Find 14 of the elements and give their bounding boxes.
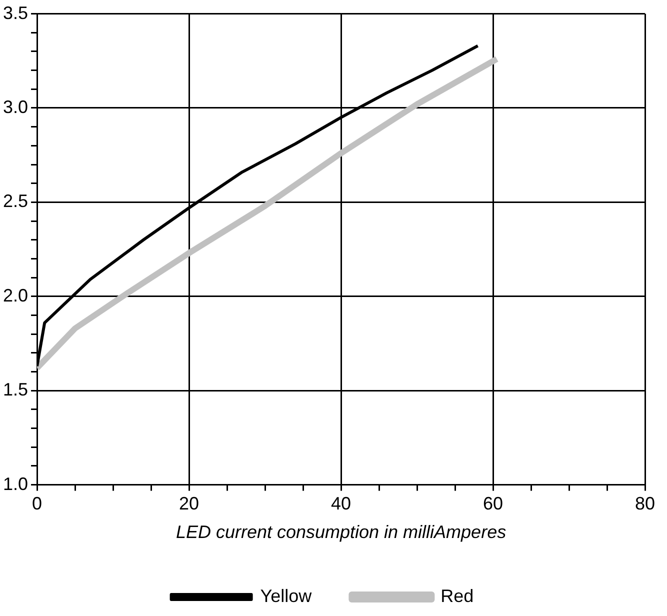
- y-tick-label: 1.5: [2, 380, 28, 400]
- x-tick-label: 20: [179, 494, 200, 514]
- x-tick-label: 60: [482, 494, 504, 514]
- y-tick-label: 1.0: [2, 474, 28, 494]
- legend-label: Yellow: [260, 586, 313, 606]
- y-tick-label: 2.5: [2, 191, 28, 212]
- x-tick-label: 40: [330, 494, 352, 514]
- y-tick-label: 2.0: [2, 285, 28, 306]
- x-tick-label: 0: [32, 494, 42, 514]
- y-tick-label: 3.5: [2, 2, 28, 23]
- y-tick-label: 3.0: [2, 96, 28, 117]
- x-tick-label: 80: [634, 494, 656, 514]
- legend-label: Red: [440, 586, 474, 606]
- x-axis-title: LED current consumption in milliAmperes: [176, 522, 506, 542]
